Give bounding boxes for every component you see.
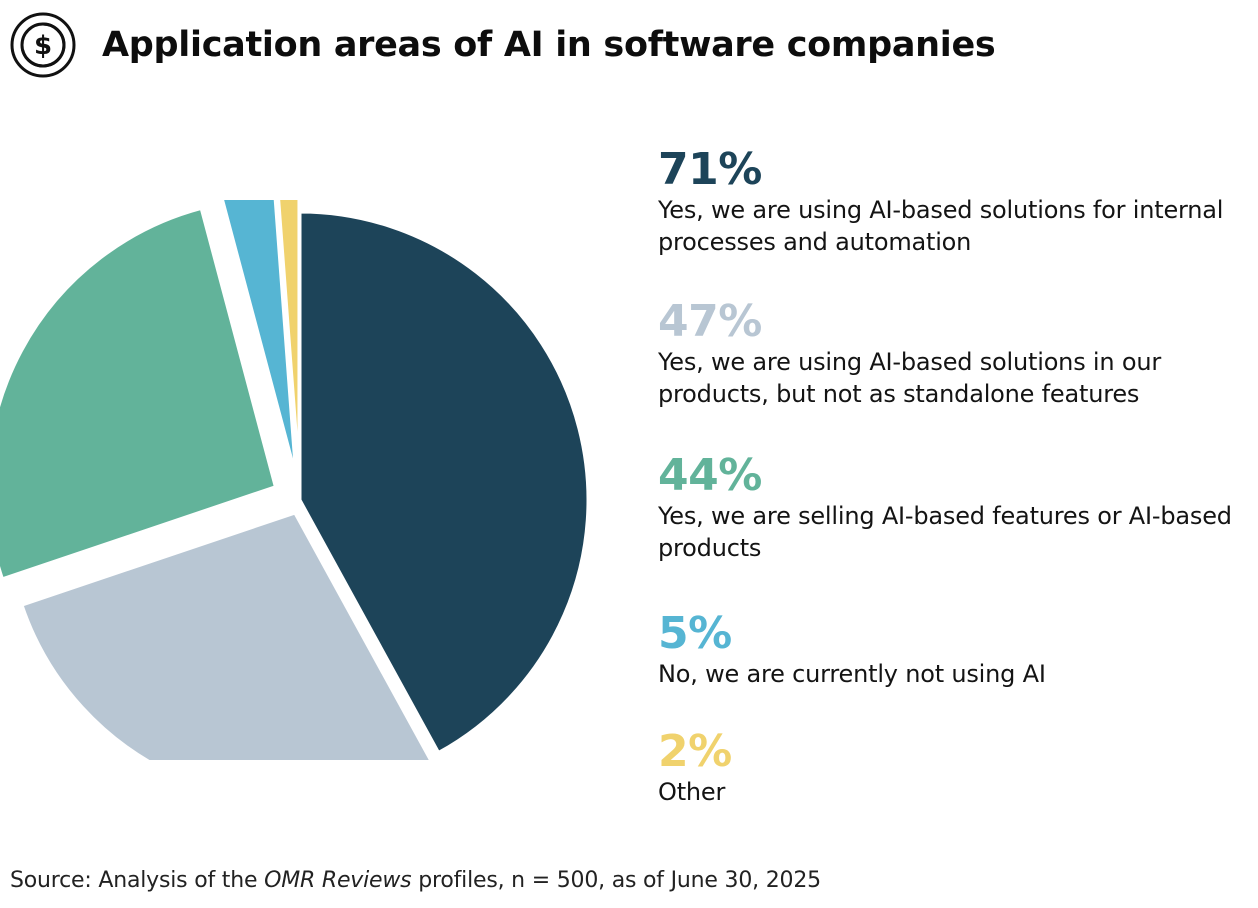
legend-item: 2% Other <box>658 728 1254 808</box>
legend-label: Other <box>658 778 726 806</box>
legend-value: 5% <box>658 608 732 659</box>
legend-value: 2% <box>658 726 732 777</box>
dollar-coin-icon: $ <box>10 12 76 78</box>
pie-slice-5 <box>277 200 301 473</box>
legend-item: 44% Yes, we are selling AI-based feature… <box>658 452 1254 564</box>
legend-item: 5% No, we are currently not using AI <box>658 610 1254 690</box>
source-prefix: Source: Analysis of the <box>10 868 265 893</box>
legend-item: 71% Yes, we are using AI-based solutions… <box>658 146 1254 258</box>
pie-slice-4 <box>221 200 298 475</box>
pie-slice-2 <box>20 511 433 760</box>
legend-value: 47% <box>658 296 762 347</box>
svg-text:$: $ <box>34 31 52 61</box>
legend-label: No, we are currently not using AI <box>658 660 1046 688</box>
legend-value: 71% <box>658 144 762 195</box>
legend-label: Yes, we are selling AI-based features or… <box>658 502 1232 562</box>
legend-item: 47% Yes, we are using AI-based solutions… <box>658 298 1254 410</box>
page-title: Application areas of AI in software comp… <box>102 25 996 65</box>
chart-header: $ Application areas of AI in software co… <box>10 10 996 80</box>
pie-slice-1 <box>298 210 590 755</box>
source-suffix: profiles, n = 500, as of June 30, 2025 <box>411 868 821 893</box>
pie-chart <box>0 200 600 760</box>
source-emphasis: OMR Reviews <box>264 868 412 893</box>
legend-label: Yes, we are using AI-based solutions for… <box>658 196 1224 256</box>
pie-slice-3 <box>0 206 278 581</box>
legend-label: Yes, we are using AI-based solutions in … <box>658 348 1161 408</box>
legend-value: 44% <box>658 450 762 501</box>
pie-chart-svg <box>0 200 590 760</box>
source-note: Source: Analysis of the OMR Reviews prof… <box>10 866 821 896</box>
